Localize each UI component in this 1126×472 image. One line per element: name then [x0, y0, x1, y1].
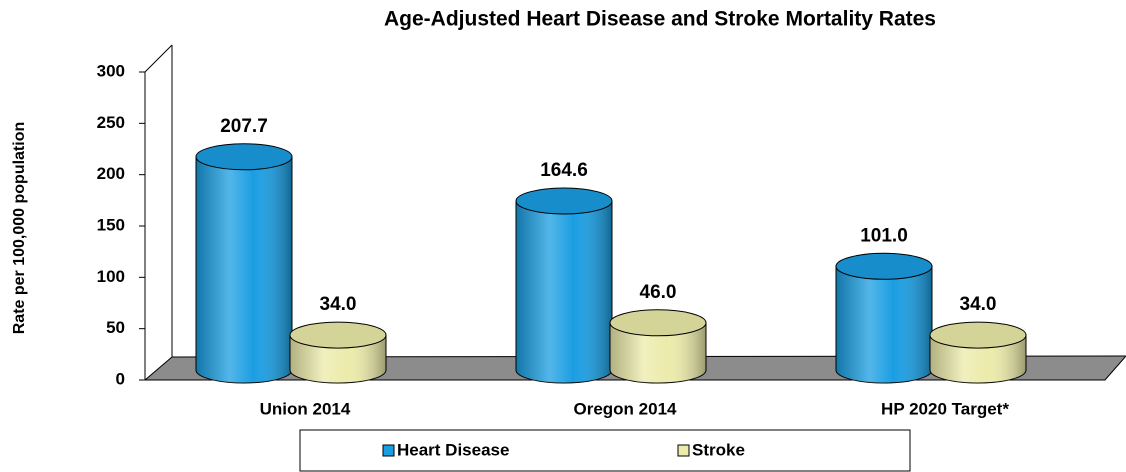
legend-swatch — [382, 444, 395, 457]
legend-swatch — [677, 444, 690, 457]
y-tick-label: 300 — [97, 61, 125, 80]
value-label: 207.7 — [220, 116, 268, 137]
legend-label: Heart Disease — [397, 440, 509, 459]
y-tick-label: 50 — [106, 318, 125, 337]
y-tick-label: 250 — [97, 113, 125, 132]
bar-top-shade — [516, 188, 612, 215]
bar-shade — [610, 322, 706, 383]
bar-top — [289, 321, 387, 349]
chart-title: Age-Adjusted Heart Disease and Stroke Mo… — [384, 8, 936, 31]
bar-top-shade — [610, 309, 706, 336]
bar-shade — [290, 335, 386, 383]
bar-shade — [196, 156, 292, 383]
legend-label: Stroke — [692, 440, 745, 459]
value-label: 34.0 — [960, 294, 997, 315]
value-label: 46.0 — [640, 282, 677, 303]
bar-top — [195, 143, 293, 171]
wall-top — [144, 44, 173, 73]
y-axis-title: Rate per 100,000 population — [11, 122, 28, 335]
y-tick-label: 100 — [97, 267, 125, 286]
legend-box — [299, 429, 911, 472]
bar-shade — [516, 201, 612, 383]
value-label: 101.0 — [860, 225, 908, 246]
value-label: 164.6 — [540, 160, 588, 181]
bar-top-shade — [196, 143, 292, 170]
x-tick-label: Union 2014 — [260, 399, 351, 418]
bar-shade — [930, 335, 1026, 383]
y-tick-label: 200 — [97, 164, 125, 183]
y-tick-label: 0 — [116, 369, 125, 388]
x-tick-label: HP 2020 Target* — [881, 399, 1009, 418]
bar-top — [835, 252, 933, 280]
bar-top-shade — [836, 253, 932, 280]
x-tick-label: Oregon 2014 — [574, 399, 678, 418]
value-label: 34.0 — [320, 294, 357, 315]
bar-top-shade — [290, 322, 386, 349]
bar-top — [609, 309, 707, 337]
bar-top — [515, 187, 613, 215]
bar-top-shade — [930, 322, 1026, 349]
bar-shade — [836, 266, 932, 383]
y-tick-label: 150 — [97, 215, 125, 234]
bar-top — [929, 321, 1027, 349]
